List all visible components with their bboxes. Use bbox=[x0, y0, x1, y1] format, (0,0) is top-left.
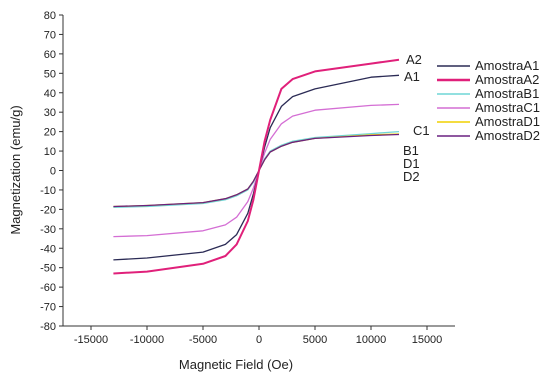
y-tick-label: -40 bbox=[40, 243, 56, 255]
x-tick-label: 10000 bbox=[356, 334, 387, 346]
y-tick-label: -20 bbox=[40, 204, 56, 216]
curve-label-A2: A2 bbox=[406, 52, 422, 67]
series-line-AmostraC1 bbox=[113, 103, 400, 238]
axes: -80 -70 -60 -50 -40 -30 -20 -10 0 10 20 30 40 50 60 70 8… bbox=[40, 10, 455, 346]
y-tick-label: 40 bbox=[44, 88, 56, 100]
x-tick-label: -5000 bbox=[189, 334, 217, 346]
y-tick-label: 10 bbox=[44, 146, 56, 158]
legend-label-AmostraA2: AmostraA2 bbox=[475, 72, 539, 87]
y-tick-label: 0 bbox=[50, 166, 56, 178]
series-line-AmostraB1 bbox=[113, 130, 400, 209]
y-tick-label: 60 bbox=[44, 49, 56, 61]
y-tick-label: 80 bbox=[44, 10, 56, 22]
y-tick-label: 70 bbox=[44, 29, 56, 41]
y-tick-label: -50 bbox=[40, 263, 56, 275]
y-tick-label: 30 bbox=[44, 107, 56, 119]
y-tick-label: 20 bbox=[44, 127, 56, 139]
x-tick-label: 0 bbox=[256, 334, 262, 346]
curve-label-B1: B1 bbox=[403, 143, 419, 158]
curves bbox=[113, 58, 400, 275]
x-axis-title: Magnetic Field (Oe) bbox=[179, 357, 293, 372]
y-tick-label: 50 bbox=[44, 68, 56, 80]
legend-label-AmostraD1: AmostraD1 bbox=[475, 114, 540, 129]
series-line-AmostraD2 bbox=[113, 133, 400, 208]
y-tick-label: -30 bbox=[40, 224, 56, 236]
legend: AmostraA1AmostraA2AmostraB1AmostraC1Amos… bbox=[437, 58, 540, 143]
legend-label-AmostraB1: AmostraB1 bbox=[475, 86, 539, 101]
y-tick-label: -80 bbox=[40, 321, 56, 333]
curve-label-A1: A1 bbox=[404, 69, 420, 84]
legend-label-AmostraD2: AmostraD2 bbox=[475, 128, 540, 143]
x-tick-label: 5000 bbox=[303, 334, 327, 346]
series-line-AmostraD1 bbox=[113, 133, 400, 208]
x-tick-label: -10000 bbox=[130, 334, 164, 346]
series-line-AmostraA2 bbox=[113, 58, 400, 275]
curve-label-D1: D1 bbox=[403, 156, 420, 171]
legend-label-AmostraC1: AmostraC1 bbox=[475, 100, 540, 115]
legend-label-AmostraA1: AmostraA1 bbox=[475, 58, 539, 73]
x-tick-label: 15000 bbox=[412, 334, 443, 346]
x-tick-label: -15000 bbox=[74, 334, 108, 346]
y-tick-label: -10 bbox=[40, 185, 56, 197]
y-tick-label: -60 bbox=[40, 282, 56, 294]
curve-label-C1: C1 bbox=[413, 123, 430, 138]
curve-label-D2: D2 bbox=[403, 169, 420, 184]
series-line-AmostraA1 bbox=[113, 74, 400, 261]
y-tick-label: -70 bbox=[40, 302, 56, 314]
y-axis-title: Magnetization (emu/g) bbox=[8, 105, 23, 234]
